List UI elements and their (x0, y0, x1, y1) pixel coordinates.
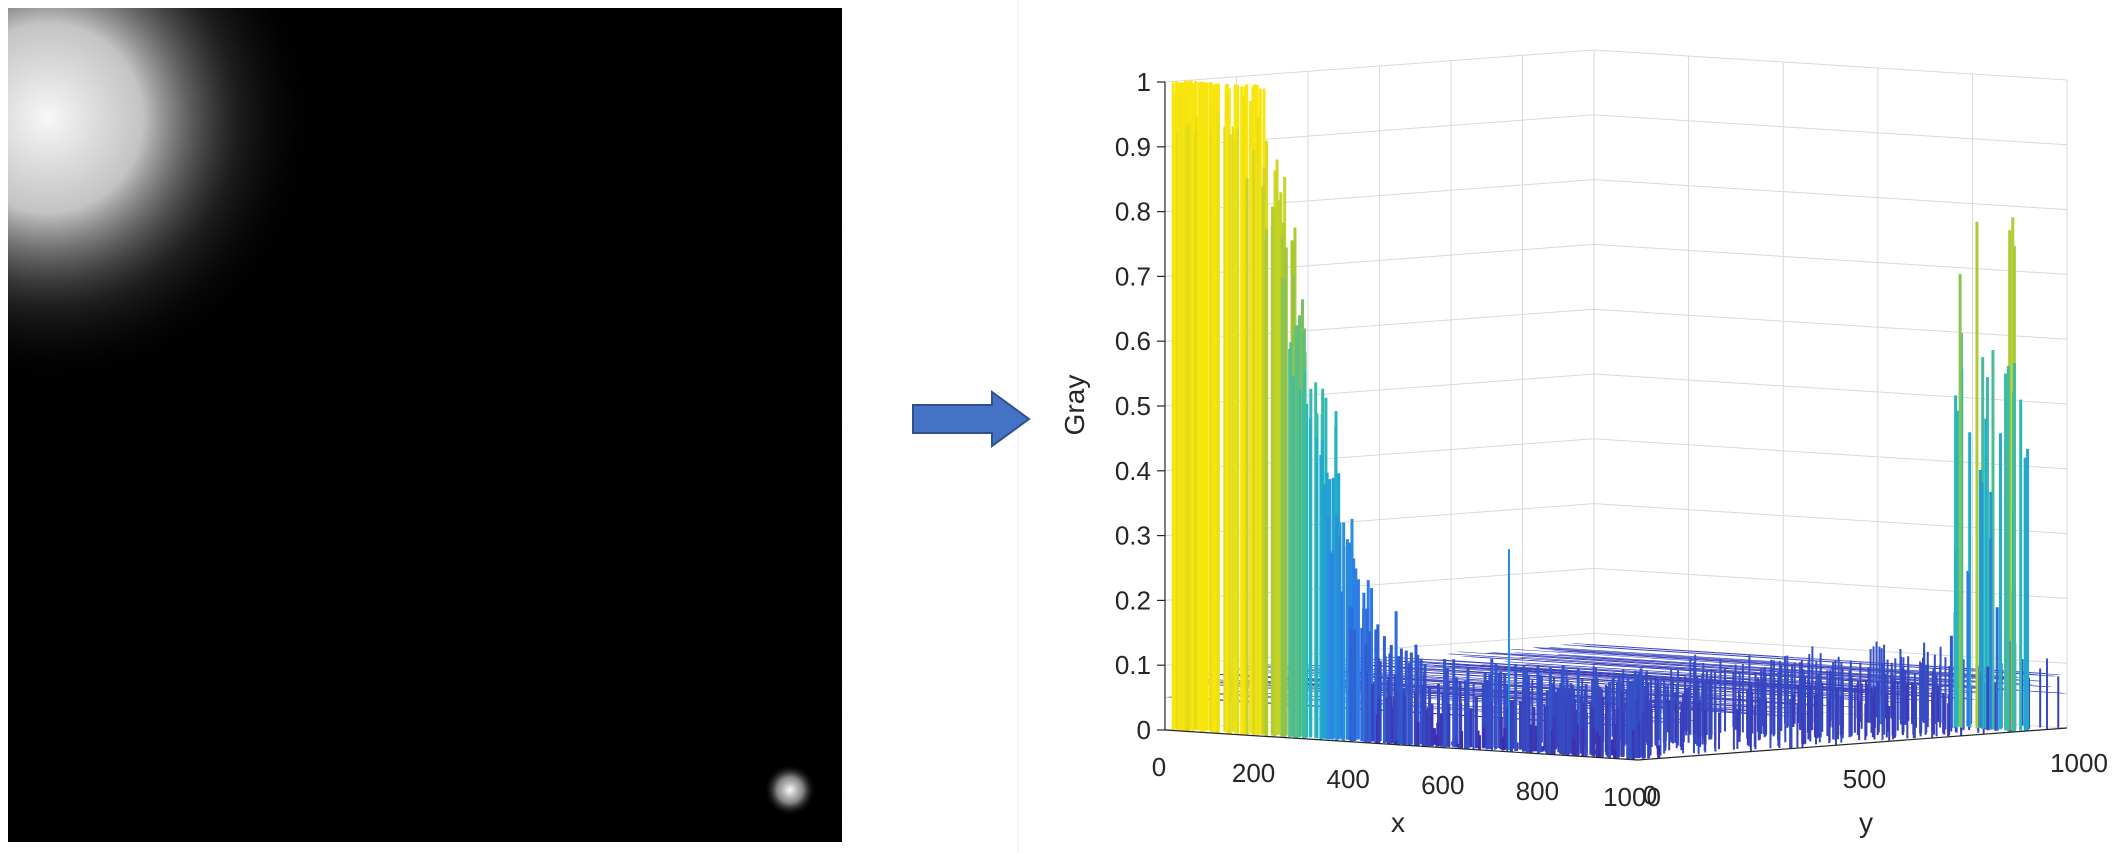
y-tick-label: 500 (1843, 764, 1886, 794)
right-arrow-icon (912, 390, 1031, 448)
y-tick-label: 0 (1643, 780, 1657, 810)
x-tick-label: 600 (1421, 770, 1464, 800)
x-tick-label: 200 (1232, 758, 1275, 788)
grid-line (1164, 114, 2068, 148)
x-tick-labels: 0 200 400 600 800 1000 (1152, 752, 1661, 812)
surface-plot: 0 0.1 0.2 0.3 0.4 0.5 0.6 0.7 0.8 0.9 1 0 200 400 600… (1059, 49, 2108, 838)
x-tick-label: 1000 (1603, 782, 1661, 812)
z-tick-label: 0.9 (1115, 132, 1151, 162)
z-tick-label: 0.4 (1115, 456, 1151, 486)
x-tick-label: 800 (1516, 776, 1559, 806)
surface-floor-strip (1489, 652, 1967, 683)
y-axis-label: y (1859, 807, 1873, 838)
surface-floor-strip (1360, 668, 1839, 699)
x-tick-label: 400 (1327, 764, 1370, 794)
z-tick-label: 0.1 (1115, 650, 1151, 680)
z-tick-label: 0.7 (1115, 261, 1151, 291)
z-tick-label: 0.2 (1115, 585, 1151, 615)
grid-line (1164, 179, 2068, 213)
y-tick-label: 1000 (2050, 748, 2108, 778)
z-axis-label: Gray (1059, 375, 1090, 436)
z-tick-label: 0 (1137, 715, 1151, 745)
y-axis-line (1637, 727, 2068, 761)
z-tick-label: 0.3 (1115, 521, 1151, 551)
surface-mesh (1165, 80, 2067, 760)
surface-floor-strip (1341, 663, 1820, 695)
z-tick-label: 0.6 (1115, 326, 1151, 356)
x-tick-label: 0 (1152, 752, 1166, 782)
plot-grid (1164, 49, 2068, 731)
x-axis-label: x (1391, 807, 1405, 838)
x-axis-line (1164, 729, 1639, 761)
noise-overlay (8, 8, 842, 842)
surface-floor-strip (1508, 649, 1986, 680)
grid-line (1164, 243, 2068, 277)
y-tick-labels: 0 500 1000 (1643, 748, 2108, 810)
grid-line (1164, 49, 2068, 83)
z-tick-label: 1 (1137, 67, 1151, 97)
surface-floor-strip (1579, 646, 2058, 677)
z-tick-labels: 0 0.1 0.2 0.3 0.4 0.5 0.6 0.7 0.8 0.9 1 (1115, 67, 1165, 745)
z-tick-label: 0.8 (1115, 197, 1151, 227)
surface-floor-strip (1584, 644, 2063, 675)
surface-floor-strip (1551, 650, 2029, 681)
surface-floor-strip (1398, 661, 1877, 692)
grayscale-image-panel (8, 8, 842, 842)
z-tick-label: 0.5 (1115, 391, 1151, 421)
